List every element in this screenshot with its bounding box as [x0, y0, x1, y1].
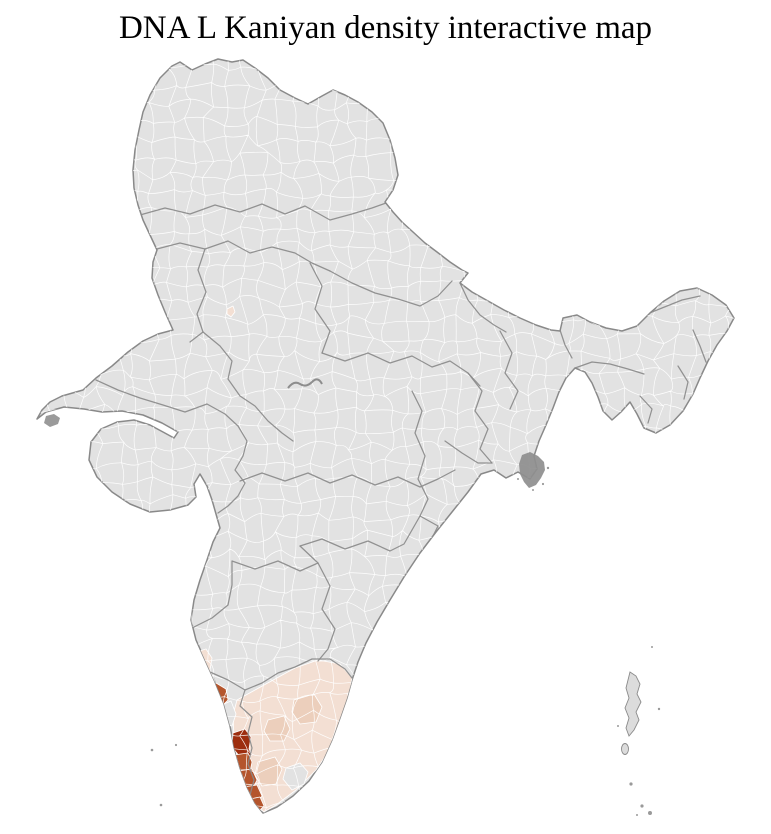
state-boundaries: [95, 202, 707, 807]
district-northwest-low-density[interactable]: [226, 305, 236, 318]
river-squiggle: [287, 378, 323, 389]
india-mainland[interactable]: [36, 58, 735, 814]
page-title: DNA L Kaniyan density interactive map: [118, 10, 653, 46]
andaman-nicobar-islands[interactable]: [617, 646, 661, 816]
district-se-coast-default[interactable]: [282, 762, 309, 791]
district-tn-interior-medium-3[interactable]: [263, 715, 291, 742]
gujarat-islet: [44, 414, 60, 427]
sundarbans-delta: [517, 452, 550, 491]
lakshadweep-islands[interactable]: [150, 743, 178, 807]
